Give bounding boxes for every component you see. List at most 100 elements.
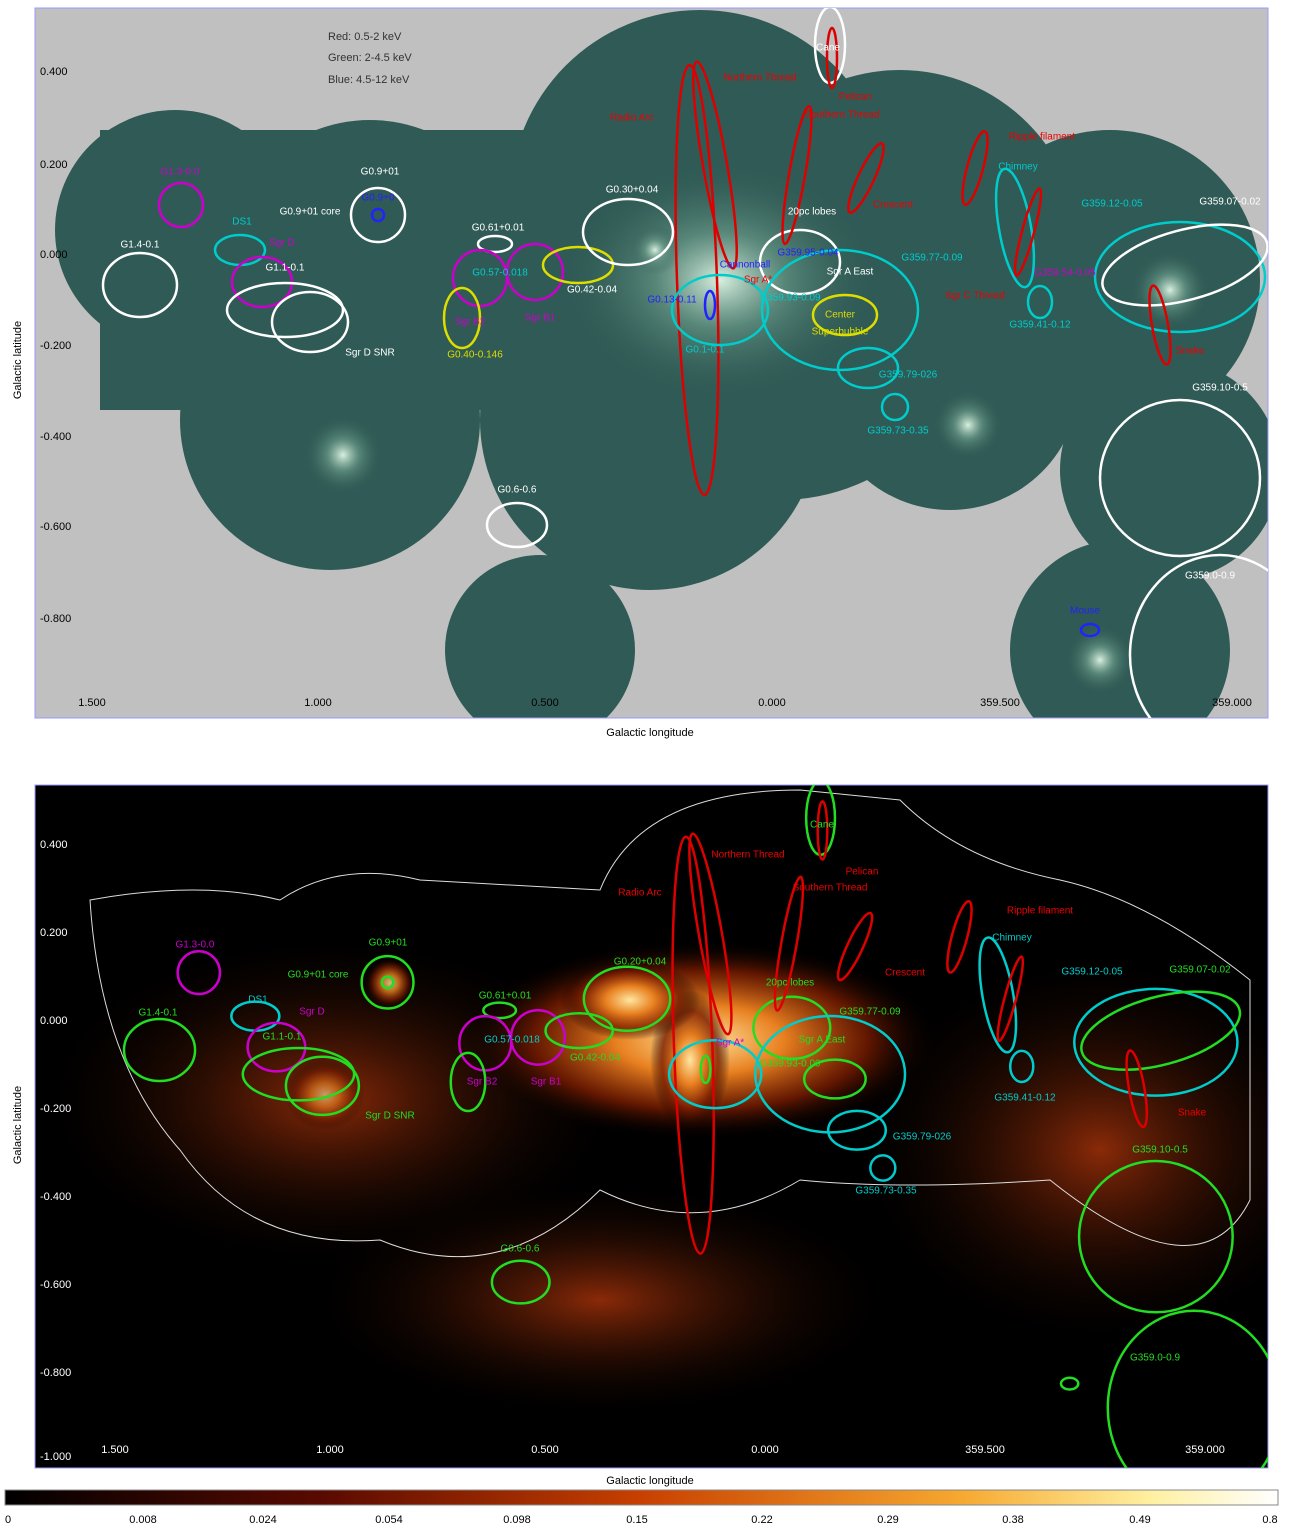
region-label: Sgr A East — [827, 267, 874, 278]
region-label: G359.93-0.09 — [759, 1059, 821, 1070]
region-label: G359.10-0.5 — [1192, 383, 1248, 394]
y-tick-label: 0.000 — [40, 1015, 68, 1027]
region-ellipse — [699, 1054, 712, 1085]
region-ellipse — [811, 293, 879, 337]
region-ellipse — [476, 234, 514, 254]
region-ellipse — [1008, 1049, 1035, 1084]
region-ellipse — [688, 832, 733, 1036]
y-tick-label: -0.600 — [40, 1279, 71, 1291]
region-label: G359.41-0.12 — [1009, 320, 1071, 331]
region-label: Radio Arc — [610, 113, 653, 124]
bottom-frame — [34, 784, 1269, 1469]
colorbar-tick-label: 0.008 — [129, 1514, 157, 1526]
colorbar-tick-label: 0.49 — [1129, 1514, 1150, 1526]
colorbar-tick-label: 0.054 — [375, 1514, 403, 1526]
colorbar-tick-label: 0.29 — [877, 1514, 898, 1526]
region-label: Northern Thread — [723, 73, 796, 84]
colorbar — [4, 1489, 1279, 1506]
region-label: G359.0-0.9 — [1130, 1353, 1180, 1364]
region-label: Sgr B1 — [525, 313, 556, 324]
region-label: Cane — [816, 43, 840, 54]
region-ellipse — [1079, 622, 1101, 638]
x-tick-label: 359.000 — [1212, 697, 1252, 709]
region-label: Sgr B2 — [455, 317, 486, 328]
region-label: G359.07-0.02 — [1199, 197, 1261, 208]
region-label: Sgr B2 — [467, 1077, 498, 1088]
region-ellipse — [1013, 187, 1043, 277]
region-label: G0.42-0.04 — [567, 285, 617, 296]
region-ellipse — [847, 142, 885, 214]
legend-text: Red: 0.5-2 keV — [328, 31, 402, 43]
region-label: Ripple filament — [1007, 906, 1073, 917]
region-ellipse — [978, 936, 1018, 1054]
region-ellipse — [270, 290, 350, 354]
region-label: Mouse — [1070, 606, 1100, 617]
region-ellipse — [349, 186, 407, 244]
region-ellipse — [1125, 1049, 1149, 1129]
region-label: G359.12-0.05 — [1081, 199, 1143, 210]
region-ellipse — [994, 167, 1036, 289]
top-image — [35, 8, 1268, 718]
region-label: G359.10-0.5 — [1132, 1145, 1188, 1156]
region-ellipse — [490, 1259, 551, 1305]
region-label: G1.4-0.1 — [121, 240, 160, 251]
region-label: G359.77-0.09 — [839, 1007, 901, 1018]
region-label: Crescent — [885, 968, 925, 979]
region-label: G0.30+0.04 — [606, 185, 659, 196]
region-label: G359.0-0.9 — [1185, 571, 1235, 582]
region-ellipse — [773, 875, 805, 1012]
region-label: Pelican — [846, 867, 879, 878]
region-label: G359.79-026 — [879, 370, 938, 381]
bottom-image — [35, 785, 1268, 1468]
region-ellipse — [284, 1055, 361, 1117]
y-axis-label: Galactic latitude — [12, 1086, 24, 1164]
region-label: DS1 — [232, 217, 252, 228]
region-label: G1.1-0.1 — [266, 263, 305, 274]
y-axis-label: Galactic latitude — [12, 321, 24, 399]
region-label: G0.57-0.018 — [472, 268, 528, 279]
region-label: Center — [825, 310, 856, 321]
region-ellipse — [692, 60, 738, 270]
region-ellipse — [380, 975, 395, 990]
region-label: Snake — [1176, 346, 1205, 357]
colorbar-tick-label: 0.098 — [503, 1514, 531, 1526]
y-tick-label: -0.600 — [40, 521, 71, 533]
region-ellipse — [541, 245, 615, 285]
region-label: Superbubble — [812, 327, 869, 338]
region-ellipse — [961, 129, 989, 207]
region-label: 20pc lobes — [766, 978, 814, 989]
x-tick-label: 1.000 — [304, 697, 332, 709]
region-label: G359.93-0.09 — [759, 293, 821, 304]
x-tick-label: 1.000 — [316, 1444, 344, 1456]
top-regions: Cane Northern Thread Pelican Radio Arc South… — [101, 8, 1268, 718]
region-label: G0.20+0.04 — [614, 957, 667, 968]
legend-text: Blue: 4.5-12 keV — [328, 74, 410, 86]
region-ellipse — [825, 26, 839, 90]
region-label: G359.73-0.35 — [867, 426, 929, 437]
region-ellipse — [176, 950, 222, 996]
region-label: G0.6-0.6 — [501, 1244, 540, 1255]
region-label: Snake — [1178, 1108, 1207, 1119]
region-ellipse — [1077, 1159, 1234, 1314]
y-tick-label: 0.200 — [40, 927, 68, 939]
region-ellipse — [869, 1154, 897, 1182]
y-tick-label: -1.000 — [40, 1451, 71, 1463]
region-ellipse — [836, 911, 874, 982]
top-frame — [34, 7, 1269, 719]
region-ellipse — [674, 63, 720, 497]
region-ellipse — [816, 800, 829, 861]
region-label: Ripple filament — [1009, 132, 1075, 143]
region-label: Radio Arc — [618, 888, 661, 899]
region-ellipse — [781, 104, 813, 246]
region-ellipse — [1059, 1376, 1080, 1391]
region-label: G0.9+0 — [361, 193, 395, 204]
region-ellipse — [836, 346, 900, 390]
colorbar-tick-label: 0.8 — [1262, 1514, 1277, 1526]
y-tick-label: -0.200 — [40, 340, 71, 352]
region-ellipse — [241, 1046, 356, 1102]
region-label: Sgr A* — [716, 1038, 744, 1049]
region-ellipse — [1101, 223, 1268, 307]
region-ellipse — [509, 1009, 567, 1066]
region-label: G1.1-0.1 — [263, 1032, 302, 1043]
y-tick-label: 0.000 — [40, 249, 68, 261]
